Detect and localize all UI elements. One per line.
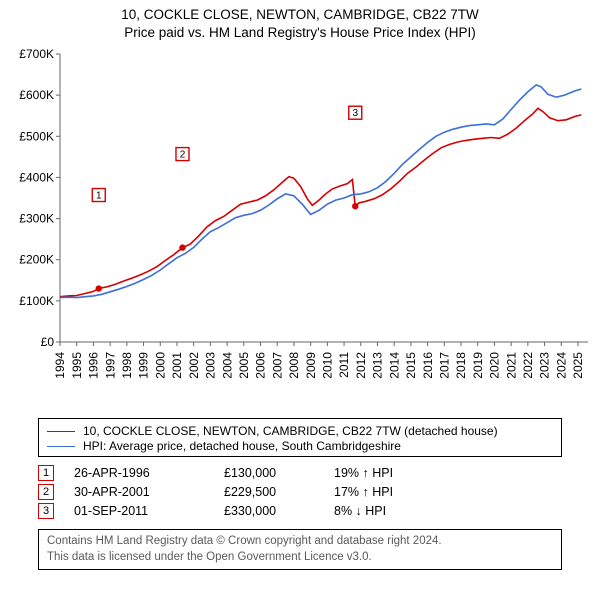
sale-row-marker: 2 — [38, 484, 54, 500]
legend-swatch — [47, 446, 75, 447]
series-hpi — [60, 85, 581, 298]
attribution: Contains HM Land Registry data © Crown c… — [38, 529, 562, 570]
y-tick-label: £600K — [19, 89, 54, 103]
x-tick-label: 1999 — [137, 352, 151, 379]
sale-marker-number: 1 — [96, 191, 102, 202]
x-tick-label: 2013 — [371, 352, 385, 379]
y-tick-label: £700K — [19, 47, 54, 61]
sale-marker-dot — [179, 245, 185, 251]
x-tick-label: 2015 — [404, 352, 418, 379]
sale-date: 01-SEP-2011 — [74, 504, 224, 518]
legend-label: 10, COCKLE CLOSE, NEWTON, CAMBRIDGE, CB2… — [83, 424, 498, 438]
legend: 10, COCKLE CLOSE, NEWTON, CAMBRIDGE, CB2… — [38, 418, 562, 457]
sales-table: 1 26-APR-1996£130,00019% ↑ HPI 2 30-APR-200… — [38, 465, 562, 519]
sale-marker-number: 3 — [352, 109, 358, 120]
x-tick-label: 2006 — [254, 352, 268, 379]
x-tick-label: 2005 — [237, 352, 251, 379]
x-tick-label: 2016 — [421, 352, 435, 379]
x-tick-label: 2007 — [270, 352, 284, 379]
legend-row: 10, COCKLE CLOSE, NEWTON, CAMBRIDGE, CB2… — [47, 424, 553, 438]
x-tick-label: 2024 — [554, 352, 568, 379]
x-tick-label: 2011 — [337, 352, 351, 378]
sale-delta: 17% ↑ HPI — [334, 485, 454, 499]
title-line-2: Price paid vs. HM Land Registry's House … — [0, 24, 600, 42]
x-tick-label: 2009 — [304, 352, 318, 379]
y-tick-label: £100K — [19, 294, 54, 308]
x-tick-label: 1996 — [87, 352, 101, 379]
x-tick-label: 2008 — [287, 352, 301, 379]
x-tick-label: 2018 — [454, 352, 468, 379]
y-tick-label: £300K — [19, 212, 54, 226]
x-tick-label: 2014 — [387, 352, 401, 379]
sale-marker-dot — [96, 286, 102, 292]
line-chart-svg: £0 £100K £200K £300K £400K £500K £600K £700K 199… — [0, 42, 600, 412]
sale-date: 26-APR-1996 — [74, 466, 224, 480]
legend-row: HPI: Average price, detached house, Sout… — [47, 439, 553, 453]
x-tick-label: 1998 — [120, 352, 134, 379]
x-tick-label: 2022 — [521, 352, 535, 379]
sale-delta: 19% ↑ HPI — [334, 466, 454, 480]
sale-row: 2 30-APR-2001£229,50017% ↑ HPI — [38, 484, 562, 500]
x-tick-label: 2000 — [153, 352, 167, 379]
x-tick-label: 1995 — [70, 352, 84, 379]
sale-marker-number: 2 — [180, 150, 186, 161]
y-tick-label: £400K — [19, 171, 54, 185]
sale-row-marker: 3 — [38, 503, 54, 519]
sale-delta: 8% ↓ HPI — [334, 504, 454, 518]
sale-marker-dot — [352, 203, 358, 209]
chart-title-block: 10, COCKLE CLOSE, NEWTON, CAMBRIDGE, CB2… — [0, 0, 600, 42]
x-tick-label: 2003 — [204, 352, 218, 379]
attribution-line-2: This data is licensed under the Open Gov… — [47, 550, 553, 566]
x-tick-label: 2001 — [170, 352, 184, 379]
x-tick-label: 2019 — [471, 352, 485, 379]
sale-price: £130,000 — [224, 466, 334, 480]
y-tick-label: £500K — [19, 130, 54, 144]
x-tick-label: 2025 — [571, 352, 585, 379]
x-tick-label: 2010 — [321, 352, 335, 379]
x-tick-label: 1997 — [103, 352, 117, 379]
attribution-line-1: Contains HM Land Registry data © Crown c… — [47, 534, 553, 550]
sale-row: 3 01-SEP-2011£330,0008% ↓ HPI — [38, 503, 562, 519]
x-tick-label: 2023 — [538, 352, 552, 379]
y-tick-label: £200K — [19, 253, 54, 267]
x-tick-label: 1994 — [53, 352, 67, 379]
legend-swatch — [47, 431, 75, 432]
sale-price: £229,500 — [224, 485, 334, 499]
x-tick-label: 2020 — [488, 352, 502, 379]
sale-row-marker: 1 — [38, 465, 54, 481]
x-tick-label: 2017 — [438, 352, 452, 379]
y-tick-label: £0 — [41, 335, 55, 349]
x-tick-label: 2012 — [354, 352, 368, 379]
x-tick-label: 2004 — [220, 352, 234, 379]
sale-date: 30-APR-2001 — [74, 485, 224, 499]
sale-price: £330,000 — [224, 504, 334, 518]
legend-label: HPI: Average price, detached house, Sout… — [83, 439, 401, 453]
chart-area: £0 £100K £200K £300K £400K £500K £600K £700K 199… — [0, 42, 600, 412]
sale-row: 1 26-APR-1996£130,00019% ↑ HPI — [38, 465, 562, 481]
series-property — [60, 109, 581, 297]
x-tick-label: 2021 — [504, 352, 518, 379]
title-line-1: 10, COCKLE CLOSE, NEWTON, CAMBRIDGE, CB2… — [0, 6, 600, 24]
x-tick-label: 2002 — [187, 352, 201, 379]
